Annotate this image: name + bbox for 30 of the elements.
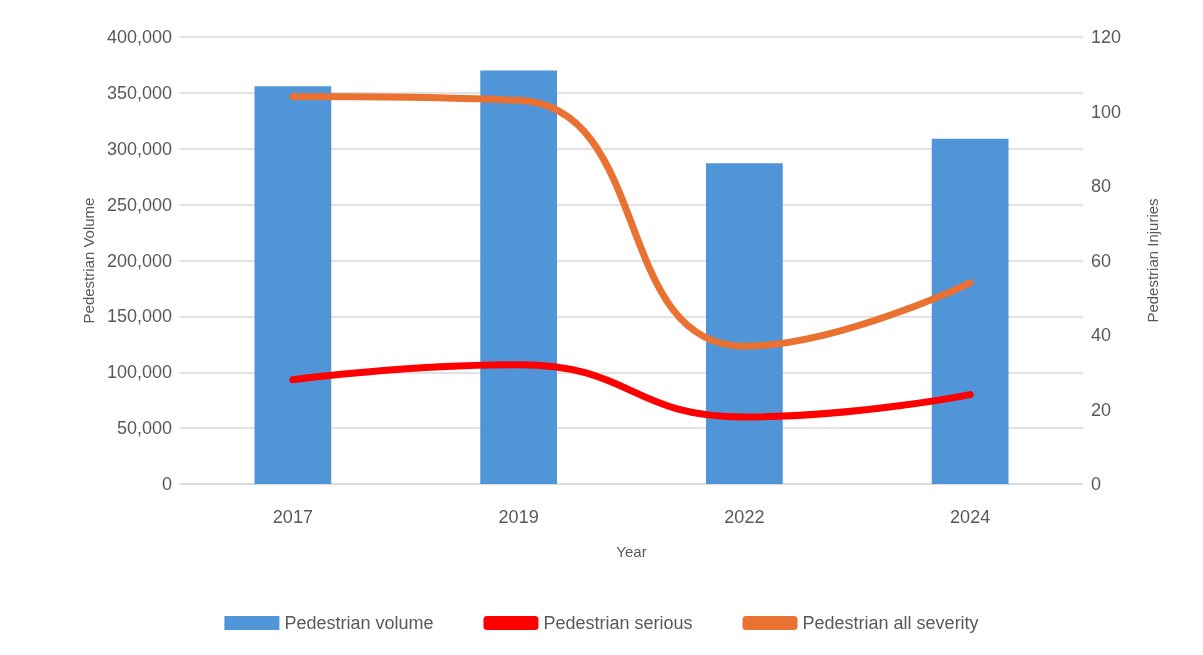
x-tick-label: 2019 xyxy=(498,507,539,527)
y2-tick-label: 20 xyxy=(1091,399,1112,420)
bar xyxy=(931,138,1009,484)
y-axis-title: Pedestrian Volume xyxy=(80,197,98,324)
y2-tick-label: 0 xyxy=(1091,474,1102,494)
legend-label: Pedestrian serious xyxy=(543,613,693,633)
y2-axis-title: Pedestrian Injuries xyxy=(1144,198,1161,323)
y-tick-label: 0 xyxy=(161,474,172,494)
y-tick-label: 350,000 xyxy=(106,82,172,103)
x-tick-label: 2024 xyxy=(950,507,991,527)
x-axis-title: Year xyxy=(616,543,647,560)
y-tick-label: 300,000 xyxy=(106,138,172,159)
y2-tick-label: 120 xyxy=(1091,27,1122,47)
bar xyxy=(706,163,783,484)
y-tick-label: 100,000 xyxy=(106,362,172,383)
y-tick-label: 150,000 xyxy=(106,306,172,327)
legend-label: Pedestrian all severity xyxy=(802,613,979,633)
y2-tick-label: 40 xyxy=(1091,325,1112,345)
y-tick-label: 400,000 xyxy=(106,27,172,47)
y2-tick-label: 60 xyxy=(1091,250,1112,271)
legend-label: Pedestrian volume xyxy=(284,613,434,633)
y2-tick-label: 80 xyxy=(1091,176,1112,196)
y-tick-label: 250,000 xyxy=(106,194,172,215)
y-tick-label: 50,000 xyxy=(116,418,172,439)
bar xyxy=(480,70,557,484)
x-tick-label: 2022 xyxy=(724,507,765,527)
bar xyxy=(254,86,332,484)
x-tick-label: 2017 xyxy=(272,507,313,527)
y-tick-label: 200,000 xyxy=(106,250,172,271)
y2-tick-label: 100 xyxy=(1091,101,1122,122)
